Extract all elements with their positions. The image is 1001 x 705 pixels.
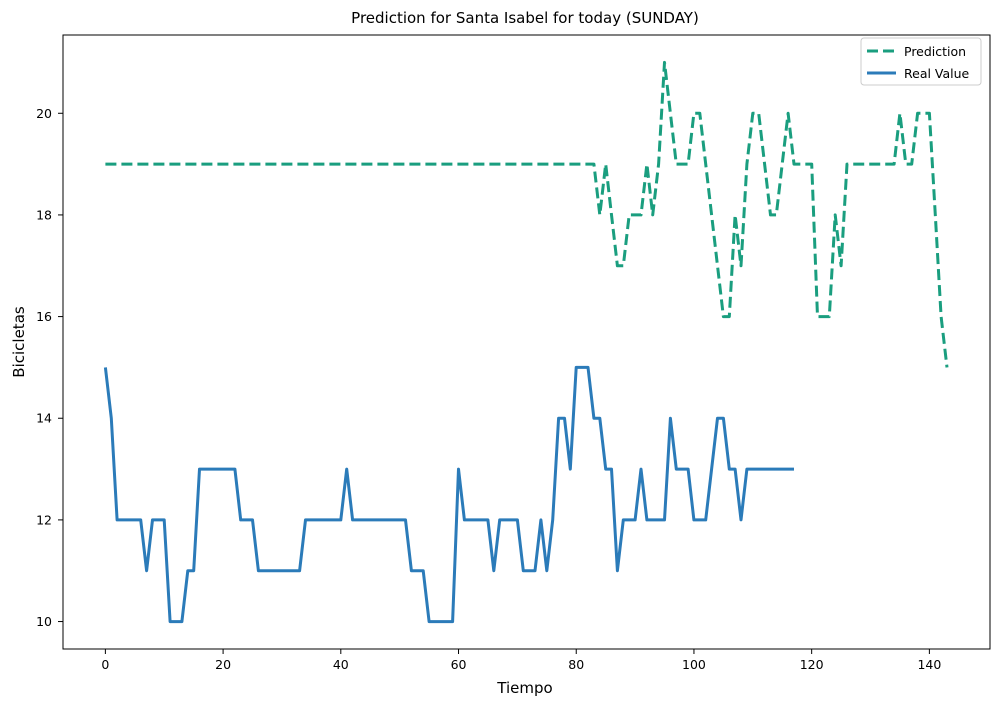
y-tick-label: 18: [36, 207, 52, 222]
x-axis: 0 20 40 60 80 100 120 140: [101, 649, 941, 672]
legend-label-real-value: Real Value: [904, 66, 970, 81]
plot-area: 0 20 40 60 80 100 120 140 10 12 14 16 18 20: [36, 34, 991, 672]
x-tick-label: 60: [451, 657, 467, 672]
y-tick-label: 20: [36, 106, 52, 121]
y-tick-label: 12: [36, 512, 52, 527]
x-axis-label: Tiempo: [496, 679, 552, 697]
chart-title: Prediction for Santa Isabel for today (S…: [351, 9, 699, 27]
plot-frame: [62, 34, 991, 650]
x-tick-label: 120: [800, 657, 824, 672]
y-tick-label: 16: [36, 309, 52, 324]
y-tick-label: 14: [36, 411, 52, 426]
x-tick-label: 80: [568, 657, 584, 672]
series-line-prediction: [105, 60, 949, 368]
x-tick-label: 0: [101, 657, 109, 672]
legend: Prediction Real Value: [860, 37, 982, 86]
y-axis: 10 12 14 16 18 20: [36, 106, 63, 629]
x-tick-label: 40: [333, 657, 349, 672]
series-layer: [103, 60, 949, 624]
legend-label-prediction: Prediction: [904, 44, 966, 59]
x-tick-label: 140: [917, 657, 941, 672]
x-tick-label: 20: [215, 657, 231, 672]
series-line-real-value: [103, 365, 794, 624]
y-axis-label: Bicicletas: [10, 306, 28, 378]
x-tick-label: 100: [682, 657, 706, 672]
y-tick-label: 10: [36, 614, 52, 629]
